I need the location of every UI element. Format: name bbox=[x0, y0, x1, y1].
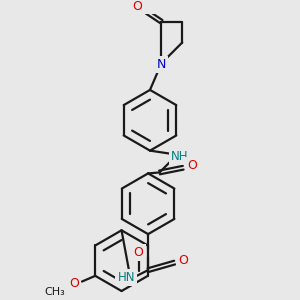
Text: NH: NH bbox=[171, 150, 188, 163]
Text: CH₃: CH₃ bbox=[44, 287, 65, 297]
Text: N: N bbox=[157, 58, 166, 71]
Text: O: O bbox=[133, 0, 142, 13]
Text: HN: HN bbox=[118, 271, 135, 284]
Text: O: O bbox=[178, 254, 188, 267]
Text: O: O bbox=[187, 159, 197, 172]
Text: O: O bbox=[134, 246, 144, 259]
Text: O: O bbox=[70, 277, 79, 290]
